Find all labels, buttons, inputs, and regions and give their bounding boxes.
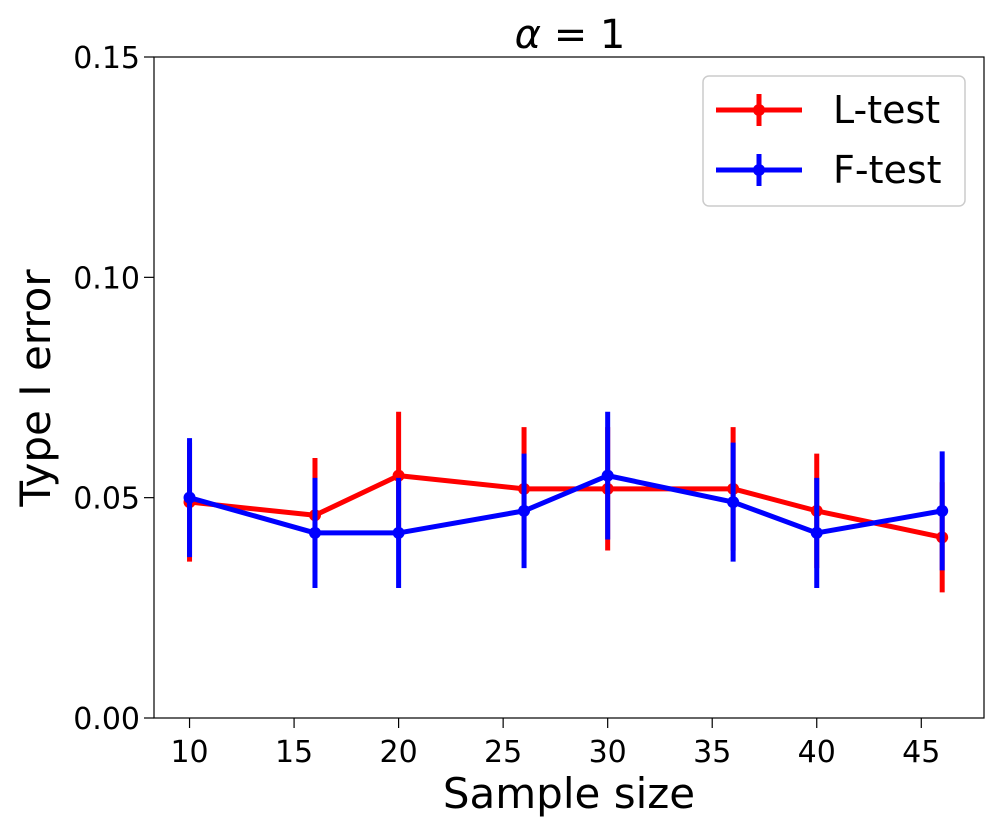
- f-test-line: [187, 473, 945, 536]
- f-test-point: [936, 504, 949, 517]
- chart-title-symbol: α: [515, 12, 541, 58]
- y-axis-title: Type I error: [11, 269, 60, 508]
- x-tick-label: 30: [589, 735, 627, 770]
- plot-frame: [153, 56, 985, 719]
- f-test-point: [727, 496, 740, 509]
- f-test-point: [518, 504, 531, 517]
- x-tick-label: 35: [693, 735, 731, 770]
- x-axis-title: Sample size: [443, 769, 695, 818]
- l-test-point: [392, 469, 405, 482]
- legend: L-test F-test: [702, 75, 966, 207]
- legend-entry-l-test: L-test: [716, 88, 940, 132]
- x-axis-ticks: 10 15 20 25 30 35 40 45: [170, 718, 940, 770]
- legend-l-test-marker: [753, 104, 765, 116]
- y-tick-label: 0.05: [73, 482, 140, 517]
- f-test-point: [810, 526, 823, 539]
- legend-f-test-label: F-test: [833, 148, 942, 192]
- x-tick-label: 25: [484, 735, 522, 770]
- x-tick-label: 45: [902, 735, 940, 770]
- l-test-line: [187, 473, 945, 540]
- f-test-point: [308, 526, 321, 539]
- x-tick-label: 10: [170, 735, 208, 770]
- f-test-point: [392, 526, 405, 539]
- f-test-point: [183, 491, 196, 504]
- chart-title-rest: = 1: [541, 12, 625, 58]
- x-tick-label: 15: [275, 735, 313, 770]
- chart-title: α = 1: [515, 12, 626, 58]
- y-axis-ticks: 0.00 0.05 0.10 0.15: [73, 41, 154, 737]
- y-tick-label: 0.10: [73, 261, 140, 296]
- legend-f-test-marker: [753, 164, 765, 176]
- y-tick-label: 0.15: [73, 41, 140, 76]
- legend-l-test-label: L-test: [833, 88, 940, 132]
- x-tick-label: 40: [798, 735, 836, 770]
- series-f-test: [183, 411, 949, 589]
- series-l-test: [183, 411, 949, 593]
- legend-entry-f-test: F-test: [716, 148, 942, 192]
- y-tick-label: 0.00: [73, 702, 140, 737]
- x-tick-label: 20: [380, 735, 418, 770]
- f-test-point: [601, 469, 614, 482]
- data-layer: [183, 411, 949, 593]
